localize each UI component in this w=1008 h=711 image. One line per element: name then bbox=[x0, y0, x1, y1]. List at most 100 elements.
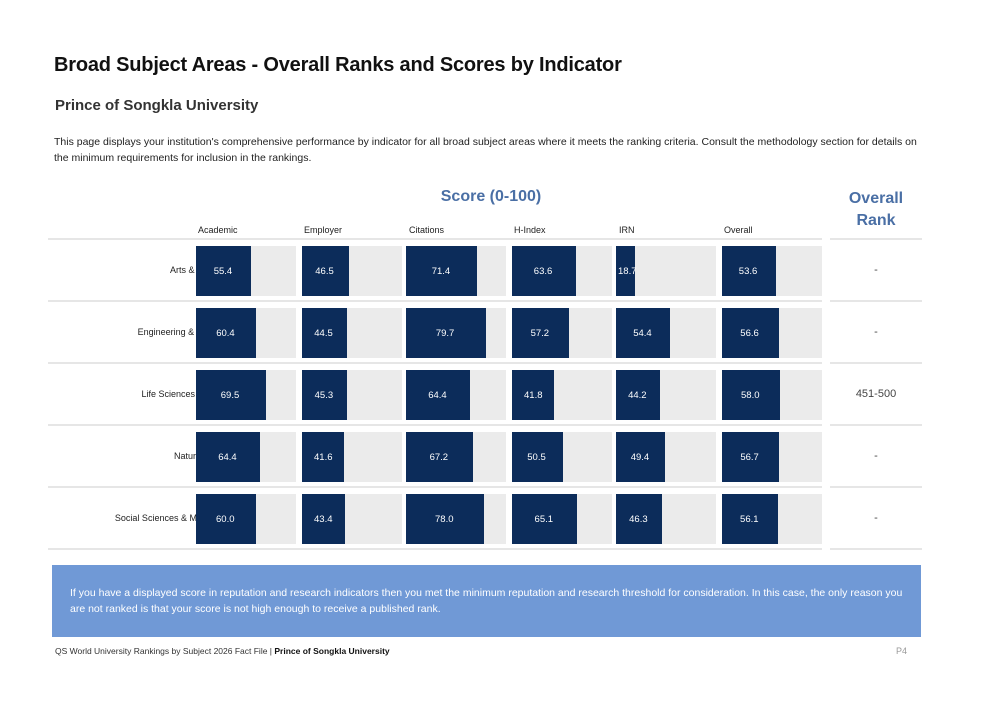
subject-label: Social Sciences & Management bbox=[114, 513, 242, 523]
overall-rank: - bbox=[874, 450, 878, 462]
column-label-h-index: H-Index bbox=[514, 225, 546, 235]
score-value: 78.0 bbox=[435, 513, 454, 525]
score-cell-overall: 56.1 bbox=[722, 494, 822, 544]
score-value: 58.0 bbox=[741, 389, 760, 401]
score-bar bbox=[302, 494, 346, 544]
score-bar bbox=[406, 432, 474, 482]
threshold-note: If you have a displayed score in reputat… bbox=[52, 565, 921, 637]
score-cell-irn: 44.2 bbox=[616, 370, 716, 420]
score-value: 53.6 bbox=[738, 265, 758, 277]
footer-prefix: QS World University Rankings by Subject … bbox=[55, 646, 272, 656]
score-bar bbox=[406, 308, 486, 358]
score-bar bbox=[302, 370, 348, 420]
score-cell-citations: 78.0 bbox=[406, 494, 506, 544]
score-bar bbox=[616, 308, 671, 358]
score-bar bbox=[722, 308, 779, 358]
column-label-overall: Overall bbox=[724, 225, 753, 235]
score-cell-academic: 69.5 bbox=[196, 370, 296, 420]
score-cell-employer: 41.6 bbox=[302, 432, 402, 482]
score-cell-overall: 58.0 bbox=[722, 370, 822, 420]
score-bar bbox=[512, 246, 576, 296]
score-value: 41.8 bbox=[524, 389, 543, 401]
score-bar bbox=[302, 246, 349, 296]
column-label-irn: IRN bbox=[619, 225, 635, 235]
score-bar bbox=[406, 494, 484, 544]
score-bar bbox=[302, 432, 344, 482]
score-value: 55.4 bbox=[213, 265, 233, 277]
table-row: Social Sciences & Management 60.0 43.4 78.0… bbox=[48, 488, 922, 550]
page-title: Broad Subject Areas - Overall Ranks and … bbox=[54, 54, 622, 76]
row-divider bbox=[48, 548, 822, 550]
score-value: 49.4 bbox=[630, 451, 650, 463]
score-cell-irn: 18.7 bbox=[616, 246, 716, 296]
score-cell-employer: 45.3 bbox=[302, 370, 402, 420]
column-label-citations: Citations bbox=[409, 225, 445, 235]
rank-row-divider bbox=[830, 300, 922, 302]
score-cell-h-index: 63.6 bbox=[512, 246, 612, 296]
score-cell-citations: 64.4 bbox=[406, 370, 506, 420]
score-cell-employer: 46.5 bbox=[302, 246, 402, 296]
subject-label: Life Sciences & Medicine bbox=[141, 389, 242, 399]
score-value: 56.7 bbox=[740, 451, 759, 463]
footer: QS World University Rankings by Subject … bbox=[55, 646, 390, 656]
rank-row-divider bbox=[830, 362, 922, 364]
overall-rank: - bbox=[874, 326, 878, 338]
score-cell-irn: 49.4 bbox=[616, 432, 716, 482]
score-cell-overall: 56.6 bbox=[722, 308, 822, 358]
rank-header: Overall Rank bbox=[848, 190, 904, 229]
score-value: 64.4 bbox=[428, 389, 447, 401]
score-value: 67.2 bbox=[429, 451, 449, 463]
score-bar bbox=[512, 370, 554, 420]
rank-row-divider bbox=[830, 548, 922, 550]
score-value: 18.7 bbox=[618, 265, 637, 277]
score-bar bbox=[302, 308, 347, 358]
table-row: Arts & Humanities55.446.571.463.618.753.… bbox=[48, 240, 922, 302]
score-value: 69.5 bbox=[220, 389, 240, 401]
score-value: 44.5 bbox=[314, 327, 333, 339]
score-bar bbox=[616, 494, 663, 544]
score-cell-citations: 79.7 bbox=[406, 308, 506, 358]
column-label-academic: Academic bbox=[198, 225, 238, 235]
score-bar bbox=[722, 246, 776, 296]
row-divider bbox=[48, 424, 822, 426]
score-value: 43.4 bbox=[314, 513, 333, 525]
score-bar bbox=[196, 494, 256, 544]
score-value: 71.4 bbox=[431, 265, 451, 277]
score-cell-employer: 43.4 bbox=[302, 494, 402, 544]
table-row: Engineering & Technology 60.4 44.5 79.7 57.2… bbox=[48, 302, 922, 364]
score-value: 44.2 bbox=[628, 389, 647, 401]
score-value: 57.2 bbox=[530, 327, 550, 339]
score-value: 79.7 bbox=[435, 327, 455, 339]
score-bar bbox=[512, 308, 570, 358]
score-value: 50.5 bbox=[527, 451, 546, 463]
overall-rank: 451-500 bbox=[855, 388, 897, 400]
score-cell-irn: 54.4 bbox=[616, 308, 716, 358]
overall-rank: - bbox=[874, 512, 878, 524]
score-bar bbox=[616, 370, 661, 420]
row-divider bbox=[48, 486, 822, 488]
row-divider bbox=[48, 300, 822, 302]
score-bar bbox=[512, 432, 563, 482]
score-cell-academic: 60.0 bbox=[196, 494, 296, 544]
subject-label: Engineering & Technology bbox=[137, 327, 242, 337]
rank-row-divider bbox=[830, 424, 922, 426]
score-value: 56.1 bbox=[740, 513, 759, 525]
score-value: 45.3 bbox=[314, 389, 334, 401]
score-cell-h-index: 50.5 bbox=[512, 432, 612, 482]
rank-row-divider bbox=[830, 486, 922, 488]
header-divider bbox=[48, 238, 822, 240]
score-bar bbox=[722, 370, 780, 420]
score-value: 63.6 bbox=[533, 265, 553, 277]
score-cell-h-index: 65.1 bbox=[512, 494, 612, 544]
score-cell-academic: 60.4 bbox=[196, 308, 296, 358]
institution-name: Prince of Songkla University bbox=[55, 97, 259, 114]
footer-institution: Prince of Songkla University bbox=[274, 646, 390, 656]
score-bar bbox=[406, 370, 471, 420]
score-cell-academic: 55.4 bbox=[196, 246, 296, 296]
score-value: 60.4 bbox=[216, 327, 235, 339]
score-cell-overall: 56.7 bbox=[722, 432, 822, 482]
score-cell-citations: 71.4 bbox=[406, 246, 506, 296]
score-cell-academic: 64.4 bbox=[196, 432, 296, 482]
score-bar bbox=[196, 370, 266, 420]
score-bar bbox=[196, 432, 261, 482]
